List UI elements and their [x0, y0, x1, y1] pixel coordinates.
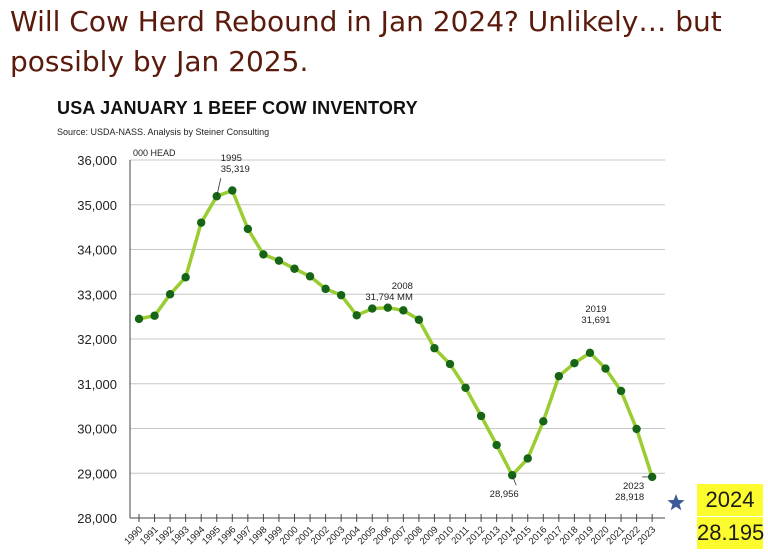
- data-point: [585, 348, 595, 358]
- data-point: [492, 440, 501, 450]
- data-point: [539, 417, 548, 426]
- data-point: [243, 224, 253, 234]
- data-point: [601, 364, 610, 373]
- grid-lines: [130, 159, 665, 474]
- series-line: [138, 188, 654, 478]
- annotation-label: 35,319: [221, 164, 250, 175]
- y-tick-label: 33,000: [77, 287, 117, 302]
- y-tick-label: 29,000: [77, 466, 117, 481]
- data-series: [134, 186, 657, 482]
- data-point: [321, 284, 330, 294]
- data-point: [259, 250, 268, 259]
- data-point: [445, 359, 455, 369]
- data-point: [616, 386, 626, 396]
- data-point: [150, 311, 159, 320]
- y-tick-label: 28,000: [77, 511, 117, 526]
- annotation-label: 31,691: [581, 315, 610, 326]
- data-point: [305, 272, 315, 281]
- projection-year: 2024: [697, 484, 763, 516]
- data-point: [430, 344, 439, 353]
- data-point: [197, 218, 206, 227]
- chart-source: Source: USDA-NASS. Analysis by Steiner C…: [57, 127, 270, 137]
- data-point: [165, 290, 175, 299]
- data-point: [274, 256, 284, 265]
- data-point: [368, 304, 377, 313]
- data-point: [414, 315, 424, 324]
- data-point: [336, 290, 346, 300]
- data-point: [228, 186, 237, 195]
- y-tick-label: 31,000: [77, 377, 117, 392]
- data-point: [554, 371, 564, 381]
- annotation-label: 2023: [623, 481, 644, 492]
- axes: 28,000 29,000 30,000 31,000 32,000 33,000 34,0…: [77, 153, 665, 547]
- y-tick-label: 32,000: [77, 332, 117, 347]
- projection-value: 28.195: [697, 517, 764, 549]
- x-tick-label: 2023: [636, 524, 659, 547]
- y-tick-label: 35,000: [77, 198, 117, 213]
- annotation-leader: [511, 475, 517, 486]
- star-icon: [667, 494, 685, 511]
- data-point: [632, 424, 641, 434]
- y-tick-label: 36,000: [77, 153, 117, 168]
- unit-label: 000 HEAD: [133, 148, 176, 158]
- data-point: [570, 358, 579, 368]
- annotation-label: 2019: [585, 304, 606, 315]
- annotation-label: 28,918: [615, 492, 644, 503]
- annotation-label: 2008: [392, 281, 413, 292]
- projection-marker: [667, 494, 685, 511]
- chart-title: USA JANUARY 1 BEEF COW INVENTORY: [57, 98, 418, 118]
- annotation-label: 1995: [221, 153, 242, 164]
- y-tick-label: 34,000: [77, 243, 117, 258]
- data-point: [383, 303, 392, 312]
- data-point: [399, 306, 408, 315]
- data-point: [352, 311, 361, 320]
- data-point: [476, 411, 486, 421]
- annotation-label: 28,956: [490, 489, 519, 500]
- data-point: [134, 314, 144, 324]
- y-tick-label: 30,000: [77, 422, 117, 437]
- data-point: [290, 264, 299, 273]
- data-point: [181, 273, 190, 282]
- data-point: [461, 383, 470, 392]
- annotation-label: 31,794 MM: [365, 292, 413, 303]
- annotation-leader: [216, 178, 222, 197]
- data-point: [523, 454, 532, 463]
- slide-title: Will Cow Herd Rebound in Jan 2024? Unlik…: [10, 5, 722, 78]
